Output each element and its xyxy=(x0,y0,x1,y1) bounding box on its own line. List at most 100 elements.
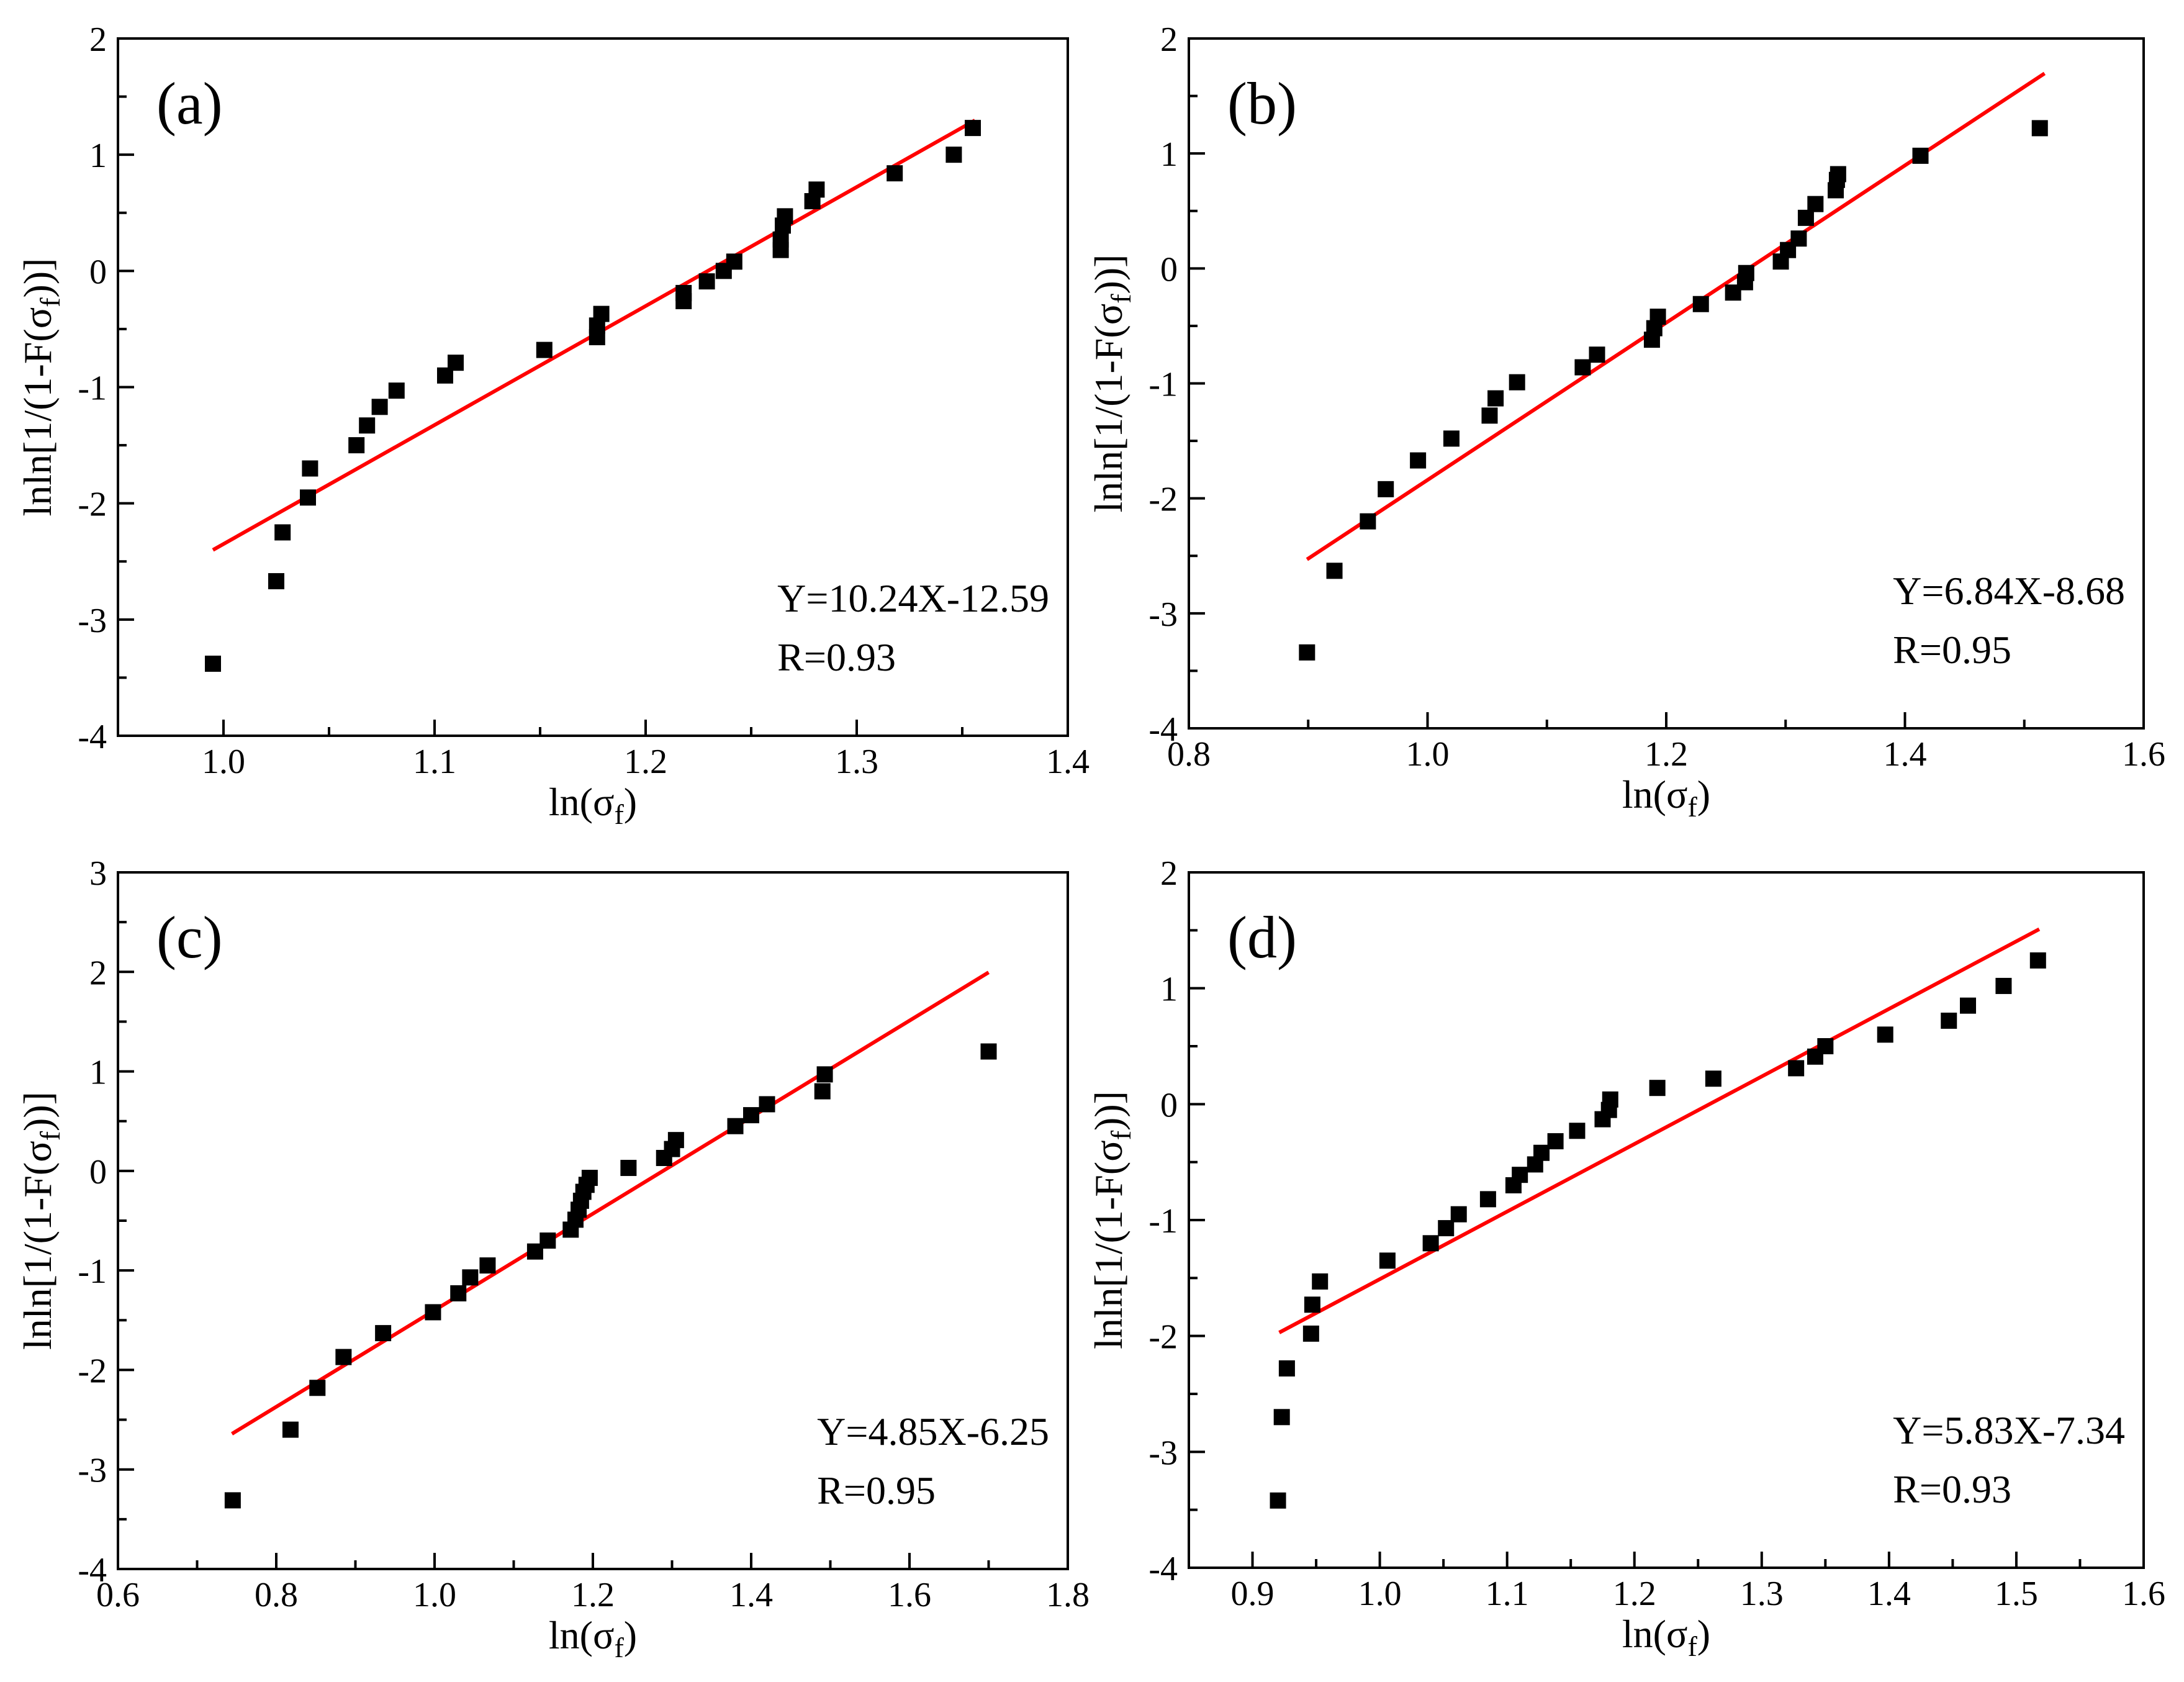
x-tick-label-a: 1.4 xyxy=(1046,743,1090,781)
y-tick-label-c: -4 xyxy=(78,1551,107,1589)
data-point-c xyxy=(539,1232,556,1249)
y-tick-label-d: 0 xyxy=(1160,1086,1178,1124)
fit-r-value-a: R=0.93 xyxy=(777,635,896,679)
fit-r-value-c: R=0.95 xyxy=(817,1468,936,1512)
x-tick-label-d: 0.9 xyxy=(1231,1575,1275,1613)
panel-c: 0.6 0.8 1.0 1.2 1.4 1.6 1.8 -4 -3 -2 -1 0 1 2 3 (c) Y=4.… xyxy=(16,854,1090,1663)
plot-frame-a xyxy=(117,37,1069,737)
plot-frame-d xyxy=(1188,871,2145,1569)
data-point-d xyxy=(1270,1492,1286,1509)
data-point-b xyxy=(1830,166,1846,183)
x-tick-label-a: 1.3 xyxy=(835,743,878,781)
y-axis-title-d: lnln[1/(1-F(σf))] xyxy=(1086,1091,1137,1349)
data-point-a xyxy=(388,382,405,399)
x-tick-label-b: 1.2 xyxy=(1645,735,1688,774)
y-tick-label-c: 3 xyxy=(89,854,107,893)
data-point-d xyxy=(1705,1070,1721,1087)
y-axis-title-subscript: f xyxy=(34,297,66,307)
plot-frame-b xyxy=(1188,37,2145,730)
data-point-d xyxy=(1602,1091,1618,1108)
y-tick-label-a: -2 xyxy=(78,486,107,524)
y-axis-title-text: lnln[1/(1-F(σ xyxy=(16,307,60,517)
panel-label-b: (b) xyxy=(1227,70,1297,137)
panel-label-c: (c) xyxy=(156,904,223,970)
fit-line-b xyxy=(1306,71,2046,561)
data-point-d xyxy=(1379,1252,1396,1269)
y-tick-label-b: 1 xyxy=(1160,135,1178,174)
data-point-b xyxy=(1378,481,1394,497)
x-tick-label-a: 1.0 xyxy=(202,743,245,781)
y-tick-label-d: -1 xyxy=(1148,1202,1178,1241)
fit-equation-a: Y=10.24X-12.59 xyxy=(777,576,1049,620)
x-tick-label-d: 1.5 xyxy=(1995,1575,2038,1613)
y-axis-title-text: lnln[1/(1-F(σ xyxy=(16,1141,60,1350)
x-tick-label-d: 1.4 xyxy=(1867,1575,1911,1613)
data-point-d xyxy=(1547,1133,1564,1150)
data-point-d xyxy=(1278,1360,1295,1377)
x-axis-title-end: ) xyxy=(624,780,637,824)
data-point-a xyxy=(777,208,793,225)
y-axis-title-c: lnln[1/(1-F(σf))] xyxy=(16,1092,66,1350)
data-point-b xyxy=(1649,309,1666,325)
x-axis-title-end: ) xyxy=(1697,1612,1710,1656)
y-tick-label-c: 2 xyxy=(89,954,107,992)
y-tick-label-b: -4 xyxy=(1148,710,1178,749)
data-point-b xyxy=(1807,196,1824,212)
x-axis-title-end: ) xyxy=(1697,772,1710,816)
y-tick-label-d: 2 xyxy=(1160,854,1178,893)
x-tick-label-d: 1.0 xyxy=(1358,1575,1402,1613)
data-point-c xyxy=(814,1083,831,1100)
data-point-b xyxy=(1574,359,1591,376)
panel-label-a: (a) xyxy=(156,70,223,137)
y-tick-label-a: -4 xyxy=(78,718,107,756)
data-point-b xyxy=(1738,265,1754,281)
data-point-c xyxy=(335,1349,352,1365)
y-tick-label-b: -1 xyxy=(1148,366,1178,404)
x-tick-label-d: 1.1 xyxy=(1486,1575,1529,1613)
data-point-a xyxy=(268,573,284,590)
x-axis-title-text: ln(σ xyxy=(1622,772,1688,816)
x-tick-label-b: 1.0 xyxy=(1406,735,1450,774)
data-point-d xyxy=(1877,1026,1893,1043)
data-point-a xyxy=(593,305,610,322)
fit-equation-d: Y=5.83X-7.34 xyxy=(1893,1408,2125,1452)
y-axis-title-end: ))] xyxy=(1086,1091,1130,1131)
y-tick-label-c: -1 xyxy=(78,1252,107,1291)
x-axis-title-text: ln(σ xyxy=(549,780,615,824)
x-tick-label-b: 1.6 xyxy=(2122,735,2165,774)
x-tick-label-b: 1.4 xyxy=(1884,735,1927,774)
x-tick-label-c: 1.6 xyxy=(888,1576,931,1614)
data-point-b xyxy=(2031,120,2048,137)
data-point-b xyxy=(1509,374,1525,391)
y-axis-title-a: lnln[1/(1-F(σf))] xyxy=(16,258,66,517)
fit-equation-c: Y=4.85X-6.25 xyxy=(817,1409,1049,1454)
y-axis-title-b: lnln[1/(1-F(σf))] xyxy=(1086,255,1137,513)
y-tick-label-b: 2 xyxy=(1160,20,1178,59)
data-point-c xyxy=(479,1257,496,1274)
y-tick-label-d: -4 xyxy=(1148,1550,1178,1588)
y-tick-label-a: 0 xyxy=(89,253,107,291)
data-point-c xyxy=(309,1380,326,1396)
panel-label-d: (d) xyxy=(1227,904,1297,970)
fit-line-d xyxy=(1278,927,2041,1334)
data-point-a xyxy=(371,399,388,415)
y-tick-label-b: -2 xyxy=(1148,481,1178,519)
data-point-b xyxy=(1360,513,1376,530)
data-point-a xyxy=(448,355,464,371)
x-tick-label-c: 1.0 xyxy=(413,1576,456,1614)
x-axis-title-subscript: f xyxy=(1687,1630,1697,1662)
x-tick-label-d: 1.3 xyxy=(1740,1575,1784,1613)
data-point-b xyxy=(1589,346,1605,363)
x-tick-label-c: 1.4 xyxy=(729,1576,773,1614)
data-point-b xyxy=(1410,452,1427,469)
x-tick-label-a: 1.2 xyxy=(624,743,667,781)
data-point-b xyxy=(1481,407,1498,424)
x-tick-label-b: 0.8 xyxy=(1167,735,1211,774)
x-axis-title-a: ln(σf) xyxy=(549,780,637,830)
y-tick-label-d: -2 xyxy=(1148,1318,1178,1357)
data-point-d xyxy=(1649,1080,1666,1096)
data-point-c xyxy=(667,1132,684,1149)
panel-a: 1.0 1.1 1.2 1.3 1.4 -4 -3 -2 -1 0 1 2 (a) Y=10.24X-12… xyxy=(16,20,1090,830)
data-point-d xyxy=(1302,1325,1319,1342)
y-axis-title-end: ))] xyxy=(16,1092,60,1131)
